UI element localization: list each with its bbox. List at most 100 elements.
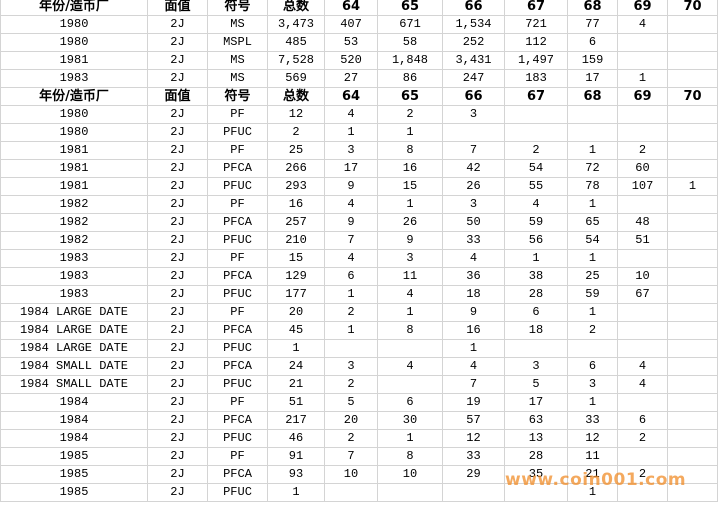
cell: 54 (567, 231, 618, 250)
cell: 8 (377, 141, 443, 160)
cell: 57 (442, 411, 505, 430)
cell: PF (207, 249, 268, 268)
cell: 107 (617, 177, 668, 196)
cell: 1,534 (442, 15, 505, 34)
data-row: 1980 2J MS 3,473 407 671 1,534 721 77 4 (0, 15, 718, 34)
cell (504, 105, 568, 124)
cell: 2 (377, 105, 443, 124)
cell: 24 (267, 357, 325, 376)
cell: 10 (377, 465, 443, 484)
cell: 2J (147, 321, 208, 340)
cell: 59 (504, 213, 568, 232)
cell: 9 (442, 303, 505, 322)
data-row: 1984 LARGE DATE 2J PF 20 2 1 9 6 1 (0, 303, 718, 322)
cell: PFCA (207, 465, 268, 484)
cell: 2J (147, 429, 208, 448)
cell: 1985 (0, 447, 148, 466)
cell: 33 (442, 231, 505, 250)
cell: 1980 (0, 15, 148, 34)
data-row: 1984 LARGE DATE 2J PFUC 1 1 (0, 339, 718, 358)
cell: PFUC (207, 231, 268, 250)
cell: 2 (267, 123, 325, 142)
cell (667, 411, 718, 430)
cell (324, 483, 378, 502)
cell: 1984 SMALL DATE (0, 375, 148, 394)
cell: 4 (324, 195, 378, 214)
header-cell: 65 (377, 87, 443, 106)
cell (667, 285, 718, 304)
cell: PFCA (207, 321, 268, 340)
data-row: 1981 2J PF 25 3 8 7 2 1 2 (0, 141, 718, 160)
cell: 1984 (0, 429, 148, 448)
cell: 38 (504, 267, 568, 286)
cell: PFCA (207, 159, 268, 178)
cell: 26 (377, 213, 443, 232)
cell: 28 (504, 285, 568, 304)
cell (377, 483, 443, 502)
cell: PFUC (207, 483, 268, 502)
cell: 4 (442, 249, 505, 268)
header-cell: 面值 (147, 87, 208, 106)
cell: PF (207, 195, 268, 214)
cell: 1 (567, 195, 618, 214)
cell: 12 (267, 105, 325, 124)
cell (617, 393, 668, 412)
cell: 7 (442, 141, 505, 160)
cell: 18 (504, 321, 568, 340)
cell: 217 (267, 411, 325, 430)
data-row: 1983 2J PFUC 177 1 4 18 28 59 67 (0, 285, 718, 304)
cell: 2J (147, 213, 208, 232)
cell (667, 51, 718, 70)
cell: 2J (147, 15, 208, 34)
cell: 2J (147, 411, 208, 430)
cell: 9 (324, 213, 378, 232)
cell: 247 (442, 69, 505, 88)
cell: 112 (504, 33, 568, 52)
header-row: 年份/造币厂 面值 符号 总数 64 65 66 67 68 69 70 (0, 87, 718, 106)
cell: PF (207, 105, 268, 124)
cell: 10 (617, 267, 668, 286)
header-cell: 64 (324, 0, 378, 16)
cell: 6 (504, 303, 568, 322)
cell: MS (207, 15, 268, 34)
data-row: 1984 LARGE DATE 2J PFCA 45 1 8 16 18 2 (0, 321, 718, 340)
cell (667, 33, 718, 52)
cell: MS (207, 69, 268, 88)
cell: 257 (267, 213, 325, 232)
cell (667, 321, 718, 340)
header-cell: 符号 (207, 0, 268, 16)
cell: 1 (324, 285, 378, 304)
cell: 93 (267, 465, 325, 484)
cell: 27 (324, 69, 378, 88)
cell: 7 (324, 231, 378, 250)
cell: 12 (442, 429, 505, 448)
cell: 159 (567, 51, 618, 70)
cell: 78 (567, 177, 618, 196)
cell (324, 339, 378, 358)
cell: 1982 (0, 195, 148, 214)
header-cell: 面值 (147, 0, 208, 16)
cell: 91 (267, 447, 325, 466)
cell: 33 (567, 411, 618, 430)
data-row: 1982 2J PF 16 4 1 3 4 1 (0, 195, 718, 214)
cell: 6 (617, 411, 668, 430)
cell: 1981 (0, 177, 148, 196)
cell: 1982 (0, 213, 148, 232)
cell: 1983 (0, 69, 148, 88)
cell: 7 (442, 375, 505, 394)
cell (667, 213, 718, 232)
cell: PFUC (207, 375, 268, 394)
cell (617, 33, 668, 52)
cell: 1985 (0, 483, 148, 502)
cell (667, 339, 718, 358)
cell: 485 (267, 33, 325, 52)
cell: 1 (567, 393, 618, 412)
cell: MS (207, 51, 268, 70)
header-cell: 年份/造币厂 (0, 87, 148, 106)
cell (667, 375, 718, 394)
cell: 48 (617, 213, 668, 232)
cell: 1984 (0, 393, 148, 412)
header-cell: 70 (667, 0, 718, 16)
